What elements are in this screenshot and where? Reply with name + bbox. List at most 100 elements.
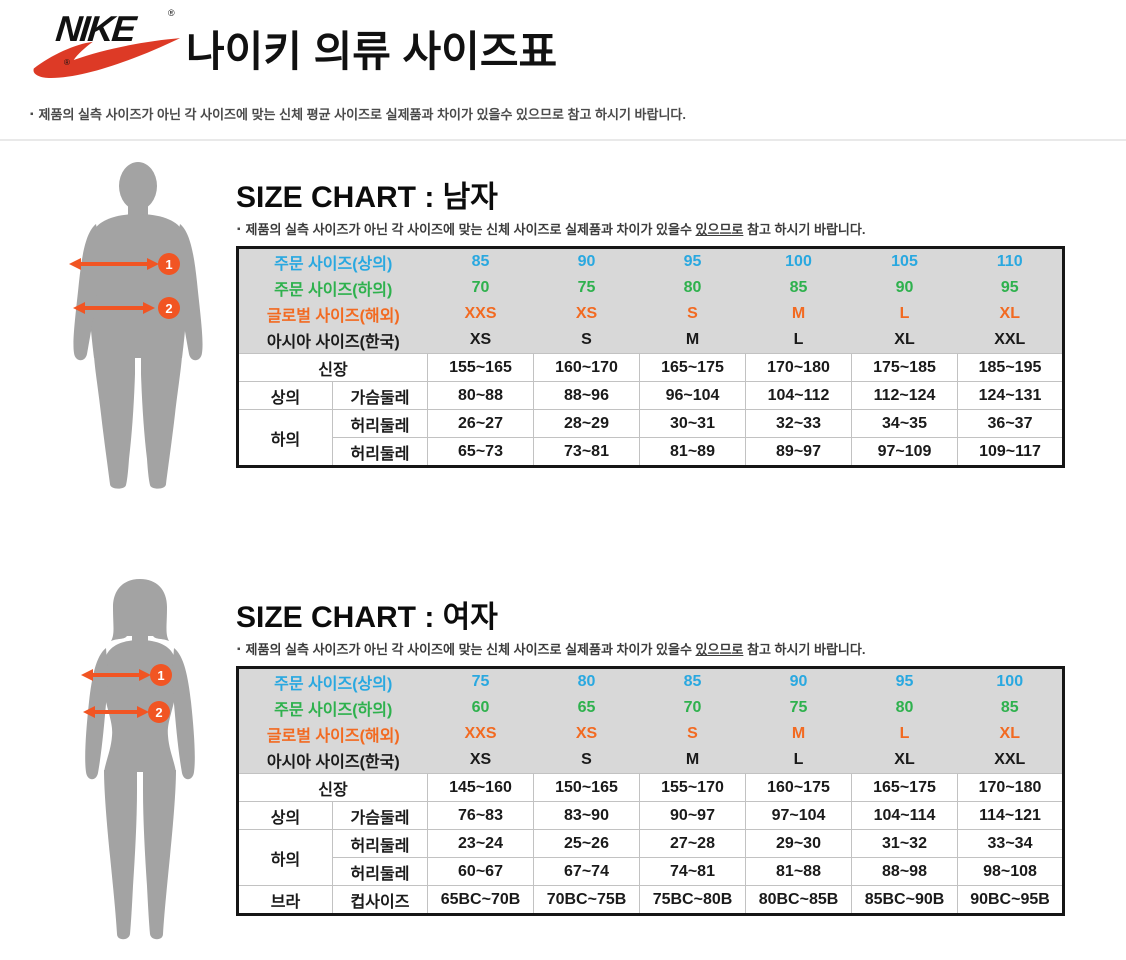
measurement-cell: 90~97 (639, 801, 746, 830)
measurement-cell: 97~109 (851, 437, 958, 467)
size-value-cell: XXL (957, 747, 1064, 774)
section-title-men: SIZE CHART : 남자 (236, 181, 498, 214)
measurement-cell: 36~37 (957, 409, 1064, 438)
row-label-cell: 브라 (237, 885, 333, 915)
size-value-cell: XL (957, 721, 1064, 747)
top-disclaimer-text: 제품의 실측 사이즈가 아닌 각 사이즈에 맞는 신체 평균 사이즈로 실제품과… (38, 107, 686, 122)
measurement-cell: 80BC~85B (745, 885, 852, 915)
size-value-cell: 90 (851, 275, 958, 301)
size-value-cell: 100 (745, 247, 852, 275)
size-value-cell: S (639, 301, 746, 327)
section-note-women: ▪ 제품의 실측 사이즈가 아닌 각 사이즈에 맞는 신체 사이즈로 실제품과 차… (237, 639, 1066, 658)
note-underlined: 있으므로 (695, 642, 744, 657)
bullet-icon: ▪ (237, 644, 241, 655)
size-value-cell: XXL (957, 327, 1064, 354)
row-label-cell: 가슴둘레 (332, 801, 428, 830)
header-row-label: 글로벌 사이즈(해외) (237, 721, 428, 747)
row-label-cell: 신장 (237, 353, 428, 382)
nike-swoosh-icon (33, 38, 181, 78)
measurement-cell: 33~34 (957, 829, 1064, 858)
size-value-cell: 95 (639, 247, 746, 275)
measurement-cell: 80~88 (427, 381, 534, 410)
note-text: 제품의 실측 사이즈가 아닌 각 사이즈에 맞는 신체 사이즈로 실제품과 차이… (245, 222, 696, 237)
body-row: 허리둘레 65~73 73~81 81~89 89~97 97~109 109~117 (238, 437, 1064, 467)
top-disclaimer: ▪ 제품의 실측 사이즈가 아닌 각 사이즈에 맞는 신체 평균 사이즈로 실제품… (30, 104, 686, 123)
size-value-cell: 80 (851, 695, 958, 721)
size-table-men: 주문 사이즈(상의) 85 90 95 100 105 110 주문 사이즈(하의) 70 75 8… (236, 246, 1065, 468)
size-value-cell: 85 (957, 695, 1064, 721)
marker-badge-1 (158, 253, 180, 275)
body-row: 브라 컵사이즈 65BC~70B 70BC~75B 75BC~80B 80BC~85B 85… (237, 885, 1064, 915)
measurement-cell: 23~24 (427, 829, 534, 858)
header-row: 아시아 사이즈(한국) XS S M L XL XXL (237, 747, 1064, 774)
measurement-cell: 74~81 (639, 857, 746, 886)
note-text: 참고 하시기 바랍니다. (743, 642, 866, 657)
bullet-icon: ▪ (237, 224, 241, 235)
size-value-cell: 60 (427, 695, 534, 721)
measurement-cell: 155~170 (639, 773, 746, 802)
measurement-cell: 104~114 (851, 801, 958, 830)
body-row: 상의 가슴둘레 80~88 88~96 96~104 104~112 112~124 124~… (237, 381, 1064, 410)
size-value-cell: S (533, 747, 640, 774)
page-title: 나이키 의류 사이즈표 (186, 28, 558, 75)
measurement-cell: 83~90 (533, 801, 640, 830)
row-label-cell: 허리둘레 (332, 409, 428, 438)
measurement-cell: 70BC~75B (533, 885, 640, 915)
male-figure: 1 2 (69, 162, 203, 489)
size-value-cell: 75 (427, 667, 534, 695)
measurement-cell: 160~170 (533, 353, 640, 382)
size-value-cell: 70 (427, 275, 534, 301)
header-row-label: 글로벌 사이즈(해외) (237, 301, 428, 327)
size-value-cell: XXS (427, 721, 534, 747)
header-row-label: 주문 사이즈(상의) (237, 247, 428, 275)
body-row: 신장 145~160 150~165 155~170 160~175 165~175 170… (237, 773, 1064, 802)
size-value-cell: XS (533, 721, 640, 747)
measurement-cell: 25~26 (533, 829, 640, 858)
section-note-men: ▪ 제품의 실측 사이즈가 아닌 각 사이즈에 맞는 신체 사이즈로 실제품과 차… (237, 219, 1066, 238)
size-value-cell: XL (957, 301, 1064, 327)
measurement-cell: 124~131 (957, 381, 1064, 410)
size-value-cell: 75 (533, 275, 640, 301)
measurement-cell: 85BC~90B (851, 885, 958, 915)
measurement-cell: 34~35 (851, 409, 958, 438)
size-value-cell: XXS (427, 301, 534, 327)
size-value-cell: L (745, 327, 852, 354)
size-value-cell: 100 (957, 667, 1064, 695)
size-table-women: 주문 사이즈(상의) 75 80 85 90 95 100 주문 사이즈(하의) 60 65 70 7… (236, 666, 1065, 916)
header-row-label: 주문 사이즈(상의) (237, 667, 428, 695)
measurement-cell: 88~98 (851, 857, 958, 886)
size-value-cell: XL (851, 327, 958, 354)
marker-badge-2 (148, 701, 170, 723)
measurement-cell: 28~29 (533, 409, 640, 438)
size-value-cell: 85 (639, 667, 746, 695)
body-row: 허리둘레 60~67 67~74 74~81 81~88 88~98 98~108 (238, 857, 1064, 886)
marker-badge-1 (150, 664, 172, 686)
size-value-cell: L (851, 301, 958, 327)
measurement-cell: 160~175 (745, 773, 852, 802)
measurement-cell: 98~108 (957, 857, 1064, 886)
measurement-cell: 88~96 (533, 381, 640, 410)
measurement-cell: 31~32 (851, 829, 958, 858)
marker-2-label: 2 (155, 705, 162, 720)
marker-1-label: 1 (165, 257, 172, 272)
size-value-cell: 80 (639, 275, 746, 301)
size-value-cell: M (745, 301, 852, 327)
row-label-cell: 상의 (237, 801, 333, 830)
size-value-cell: 90 (533, 247, 640, 275)
header-row-label: 주문 사이즈(하의) (237, 695, 428, 721)
registered-mark: ® (168, 8, 175, 18)
measurement-cell: 89~97 (745, 437, 852, 467)
body-row: 하의 허리둘레 26~27 28~29 30~31 32~33 34~35 36~37 (237, 409, 1064, 467)
female-figure: 1 2 (81, 579, 195, 940)
header-row: 아시아 사이즈(한국) XS S M L XL XXL (237, 327, 1064, 354)
measurement-cell: 165~175 (639, 353, 746, 382)
measurement-cell: 109~117 (957, 437, 1064, 467)
body-row: 하의 허리둘레 23~24 25~26 27~28 29~30 31~32 33~34 (237, 829, 1064, 886)
header-row-label: 아시아 사이즈(한국) (237, 327, 428, 354)
size-value-cell: L (851, 721, 958, 747)
measurement-cell: 81~89 (639, 437, 746, 467)
measurement-cell: 170~180 (745, 353, 852, 382)
size-value-cell: 70 (639, 695, 746, 721)
measurement-cell: 65BC~70B (427, 885, 534, 915)
